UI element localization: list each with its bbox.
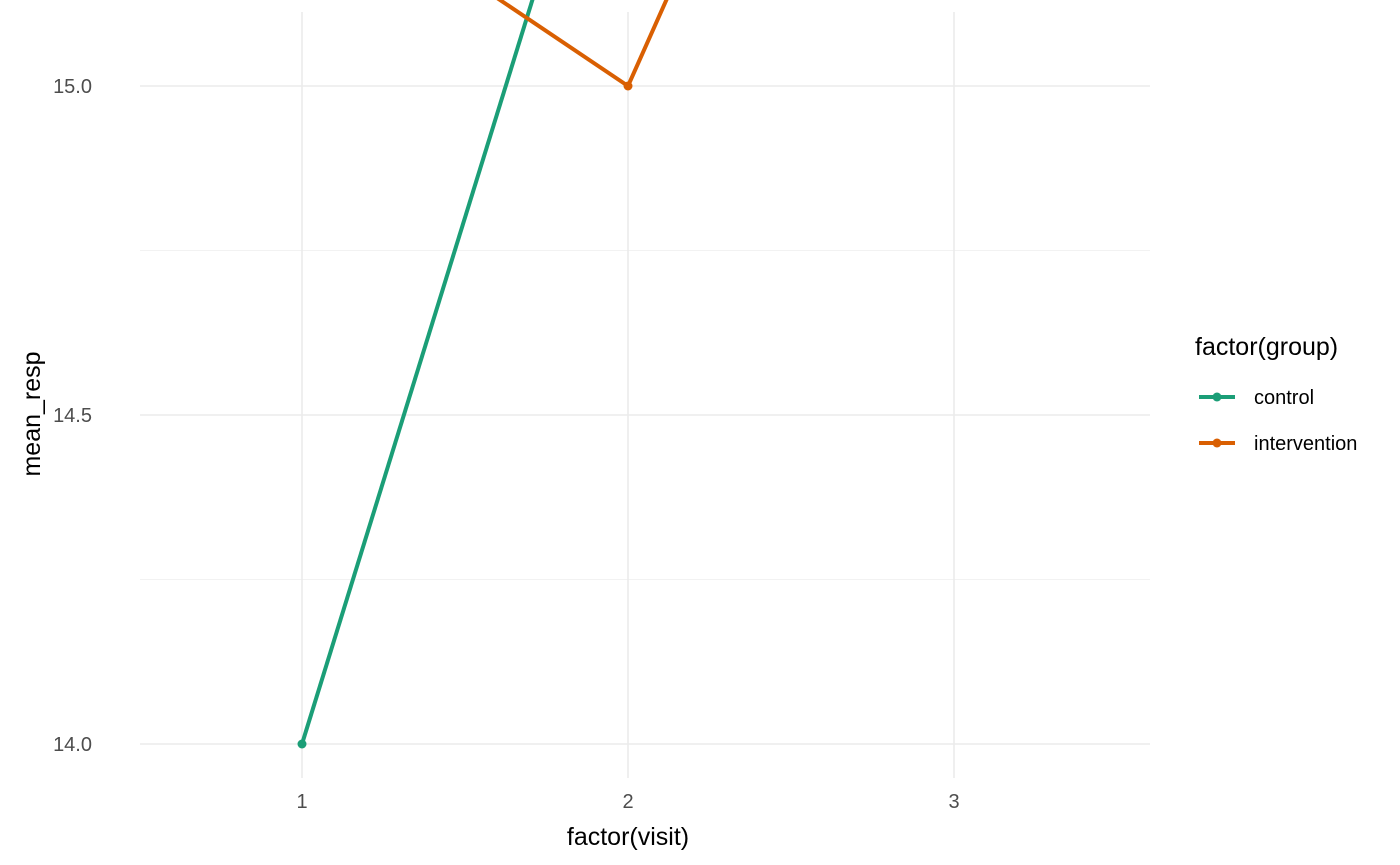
series-layer [297, 0, 669, 749]
legend-entry-intervention: intervention [1199, 433, 1357, 455]
legend-label: intervention [1254, 433, 1357, 455]
x-axis-title: factor(visit) [567, 823, 689, 851]
grid-layer [140, 12, 1150, 778]
y-tick-label: 14.0 [53, 734, 92, 756]
data-point [297, 739, 307, 749]
y-axis-title: mean_resp [18, 351, 46, 476]
x-tick-label: 3 [948, 791, 959, 813]
legend-title: factor(group) [1195, 333, 1338, 361]
data-point [623, 81, 633, 91]
legend-key-point [1212, 438, 1222, 448]
y-tick-label: 15.0 [53, 76, 92, 98]
legend: factor(group) control intervention [1195, 333, 1357, 455]
x-axis-ticks: 1 2 3 [296, 791, 959, 813]
y-axis-ticks: 14.014.515.015.516.0 [53, 76, 92, 756]
series-control [297, 0, 535, 749]
series-line [300, 0, 535, 745]
legend-entries: control intervention [1199, 387, 1357, 455]
x-tick-label: 2 [622, 791, 633, 813]
y-tick-label: 14.5 [53, 405, 92, 427]
legend-entry-control: control [1199, 387, 1314, 409]
legend-label: control [1254, 387, 1314, 409]
legend-key-point [1212, 392, 1222, 402]
series-intervention [496, 0, 669, 91]
x-tick-label: 1 [296, 791, 307, 813]
